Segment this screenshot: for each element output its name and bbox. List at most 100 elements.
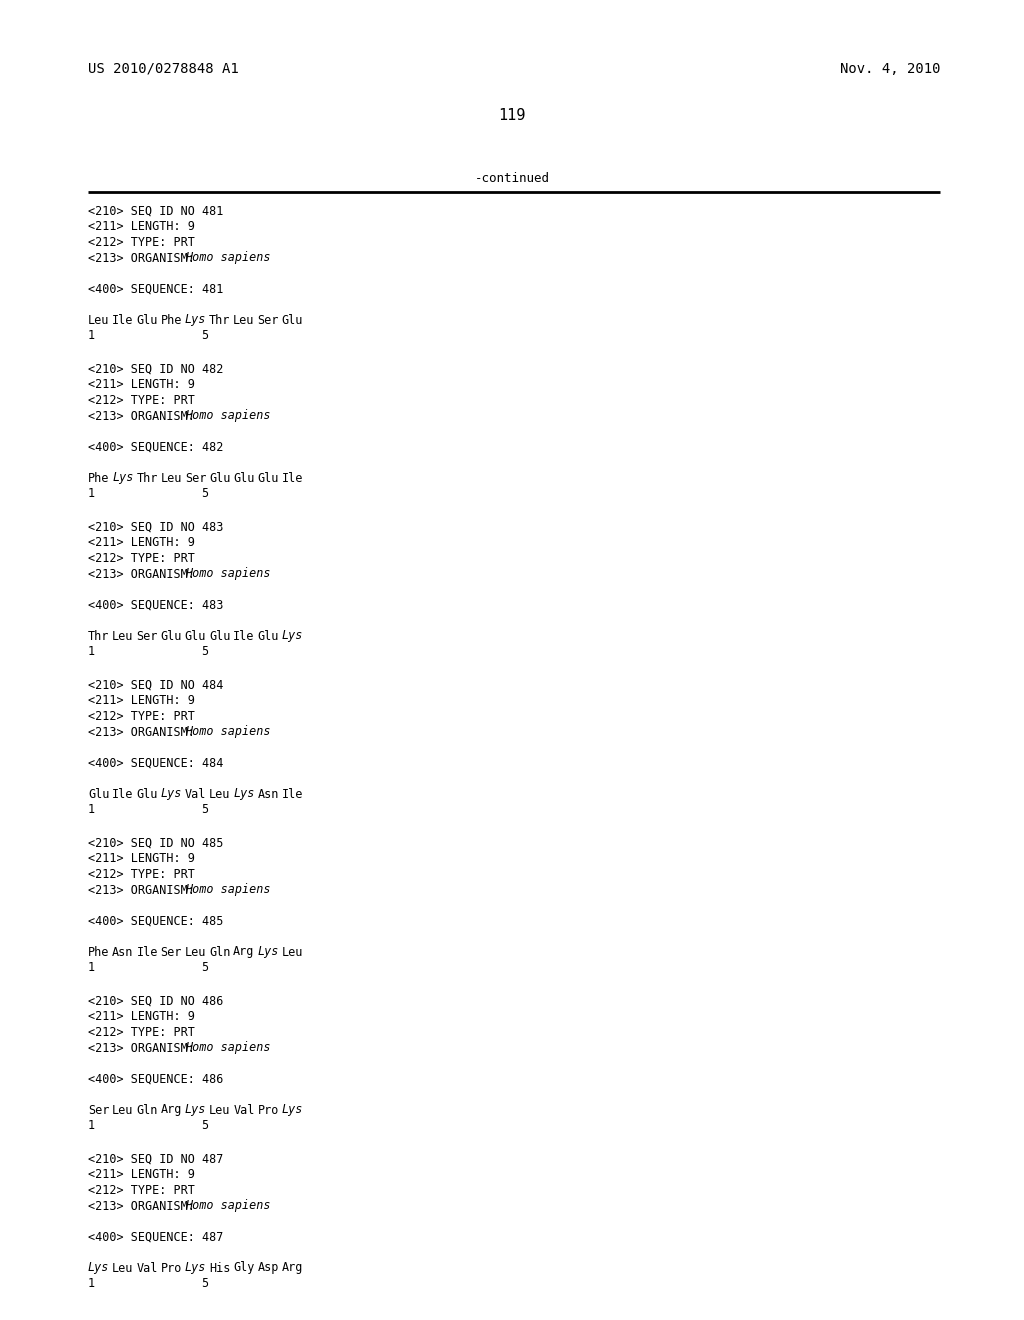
Text: Asn: Asn	[257, 788, 279, 800]
Text: Glu: Glu	[136, 788, 158, 800]
Text: 1               5: 1 5	[88, 1276, 209, 1290]
Text: Gln: Gln	[209, 945, 230, 958]
Text: Val: Val	[184, 788, 206, 800]
Text: <400> SEQUENCE: 482: <400> SEQUENCE: 482	[88, 441, 223, 454]
Text: <400> SEQUENCE: 485: <400> SEQUENCE: 485	[88, 915, 223, 928]
Text: Asn: Asn	[113, 945, 133, 958]
Text: Ile: Ile	[282, 788, 303, 800]
Text: Ile: Ile	[233, 630, 255, 643]
Text: Glu: Glu	[233, 471, 255, 484]
Text: Lys: Lys	[184, 314, 206, 326]
Text: Val: Val	[233, 1104, 255, 1117]
Text: Ile: Ile	[113, 314, 133, 326]
Text: <212> TYPE: PRT: <212> TYPE: PRT	[88, 710, 195, 723]
Text: <212> TYPE: PRT: <212> TYPE: PRT	[88, 393, 195, 407]
Text: Ile: Ile	[113, 788, 133, 800]
Text: Glu: Glu	[161, 630, 182, 643]
Text: <210> SEQ ID NO 481: <210> SEQ ID NO 481	[88, 205, 223, 218]
Text: Leu: Leu	[113, 1104, 133, 1117]
Text: Homo sapiens: Homo sapiens	[184, 883, 270, 896]
Text: <211> LENGTH: 9: <211> LENGTH: 9	[88, 853, 195, 866]
Text: Arg: Arg	[282, 1262, 303, 1275]
Text: Ser: Ser	[136, 630, 158, 643]
Text: 1               5: 1 5	[88, 487, 209, 500]
Text: Homo sapiens: Homo sapiens	[184, 252, 270, 264]
Text: Ser: Ser	[184, 471, 206, 484]
Text: Homo sapiens: Homo sapiens	[184, 568, 270, 581]
Text: 1               5: 1 5	[88, 329, 209, 342]
Text: Homo sapiens: Homo sapiens	[184, 1041, 270, 1055]
Text: <212> TYPE: PRT: <212> TYPE: PRT	[88, 552, 195, 565]
Text: Glu: Glu	[209, 471, 230, 484]
Text: Glu: Glu	[136, 314, 158, 326]
Text: Arg: Arg	[233, 945, 255, 958]
Text: Lys: Lys	[113, 471, 133, 484]
Text: Ile: Ile	[282, 471, 303, 484]
Text: Lys: Lys	[233, 788, 255, 800]
Text: Leu: Leu	[161, 471, 182, 484]
Text: Glu: Glu	[257, 630, 279, 643]
Text: <212> TYPE: PRT: <212> TYPE: PRT	[88, 869, 195, 880]
Text: <211> LENGTH: 9: <211> LENGTH: 9	[88, 379, 195, 392]
Text: Phe: Phe	[161, 314, 182, 326]
Text: 1               5: 1 5	[88, 961, 209, 974]
Text: <400> SEQUENCE: 484: <400> SEQUENCE: 484	[88, 756, 223, 770]
Text: US 2010/0278848 A1: US 2010/0278848 A1	[88, 62, 239, 77]
Text: <213> ORGANISM:: <213> ORGANISM:	[88, 1200, 202, 1213]
Text: 1               5: 1 5	[88, 1119, 209, 1133]
Text: <211> LENGTH: 9: <211> LENGTH: 9	[88, 694, 195, 708]
Text: <213> ORGANISM:: <213> ORGANISM:	[88, 409, 202, 422]
Text: Nov. 4, 2010: Nov. 4, 2010	[840, 62, 940, 77]
Text: <210> SEQ ID NO 487: <210> SEQ ID NO 487	[88, 1152, 223, 1166]
Text: Pro: Pro	[161, 1262, 182, 1275]
Text: Leu: Leu	[88, 314, 110, 326]
Text: <211> LENGTH: 9: <211> LENGTH: 9	[88, 536, 195, 549]
Text: Ser: Ser	[161, 945, 182, 958]
Text: Leu: Leu	[184, 945, 206, 958]
Text: <213> ORGANISM:: <213> ORGANISM:	[88, 1041, 202, 1055]
Text: <212> TYPE: PRT: <212> TYPE: PRT	[88, 1026, 195, 1039]
Text: Asp: Asp	[257, 1262, 279, 1275]
Text: Homo sapiens: Homo sapiens	[184, 726, 270, 738]
Text: <210> SEQ ID NO 484: <210> SEQ ID NO 484	[88, 678, 223, 692]
Text: <211> LENGTH: 9: <211> LENGTH: 9	[88, 1011, 195, 1023]
Text: Ser: Ser	[88, 1104, 110, 1117]
Text: <400> SEQUENCE: 481: <400> SEQUENCE: 481	[88, 282, 223, 296]
Text: Leu: Leu	[233, 314, 255, 326]
Text: <400> SEQUENCE: 487: <400> SEQUENCE: 487	[88, 1230, 223, 1243]
Text: Lys: Lys	[184, 1104, 206, 1117]
Text: <400> SEQUENCE: 483: <400> SEQUENCE: 483	[88, 598, 223, 611]
Text: <213> ORGANISM:: <213> ORGANISM:	[88, 252, 202, 264]
Text: Lys: Lys	[282, 1104, 303, 1117]
Text: Ile: Ile	[136, 945, 158, 958]
Text: <211> LENGTH: 9: <211> LENGTH: 9	[88, 220, 195, 234]
Text: Leu: Leu	[282, 945, 303, 958]
Text: <210> SEQ ID NO 486: <210> SEQ ID NO 486	[88, 995, 223, 1008]
Text: Phe: Phe	[88, 945, 110, 958]
Text: Thr: Thr	[209, 314, 230, 326]
Text: Glu: Glu	[209, 630, 230, 643]
Text: Leu: Leu	[113, 630, 133, 643]
Text: Gly: Gly	[233, 1262, 255, 1275]
Text: <210> SEQ ID NO 482: <210> SEQ ID NO 482	[88, 363, 223, 376]
Text: 1               5: 1 5	[88, 645, 209, 657]
Text: <212> TYPE: PRT: <212> TYPE: PRT	[88, 1184, 195, 1197]
Text: Lys: Lys	[282, 630, 303, 643]
Text: Val: Val	[136, 1262, 158, 1275]
Text: -continued: -continued	[474, 172, 550, 185]
Text: Lys: Lys	[184, 1262, 206, 1275]
Text: Pro: Pro	[257, 1104, 279, 1117]
Text: His: His	[209, 1262, 230, 1275]
Text: Thr: Thr	[136, 471, 158, 484]
Text: Leu: Leu	[113, 1262, 133, 1275]
Text: <211> LENGTH: 9: <211> LENGTH: 9	[88, 1168, 195, 1181]
Text: 119: 119	[499, 108, 525, 123]
Text: <213> ORGANISM:: <213> ORGANISM:	[88, 726, 202, 738]
Text: Gln: Gln	[136, 1104, 158, 1117]
Text: Glu: Glu	[282, 314, 303, 326]
Text: <400> SEQUENCE: 486: <400> SEQUENCE: 486	[88, 1072, 223, 1085]
Text: Ser: Ser	[257, 314, 279, 326]
Text: Thr: Thr	[88, 630, 110, 643]
Text: Lys: Lys	[161, 788, 182, 800]
Text: 1               5: 1 5	[88, 803, 209, 816]
